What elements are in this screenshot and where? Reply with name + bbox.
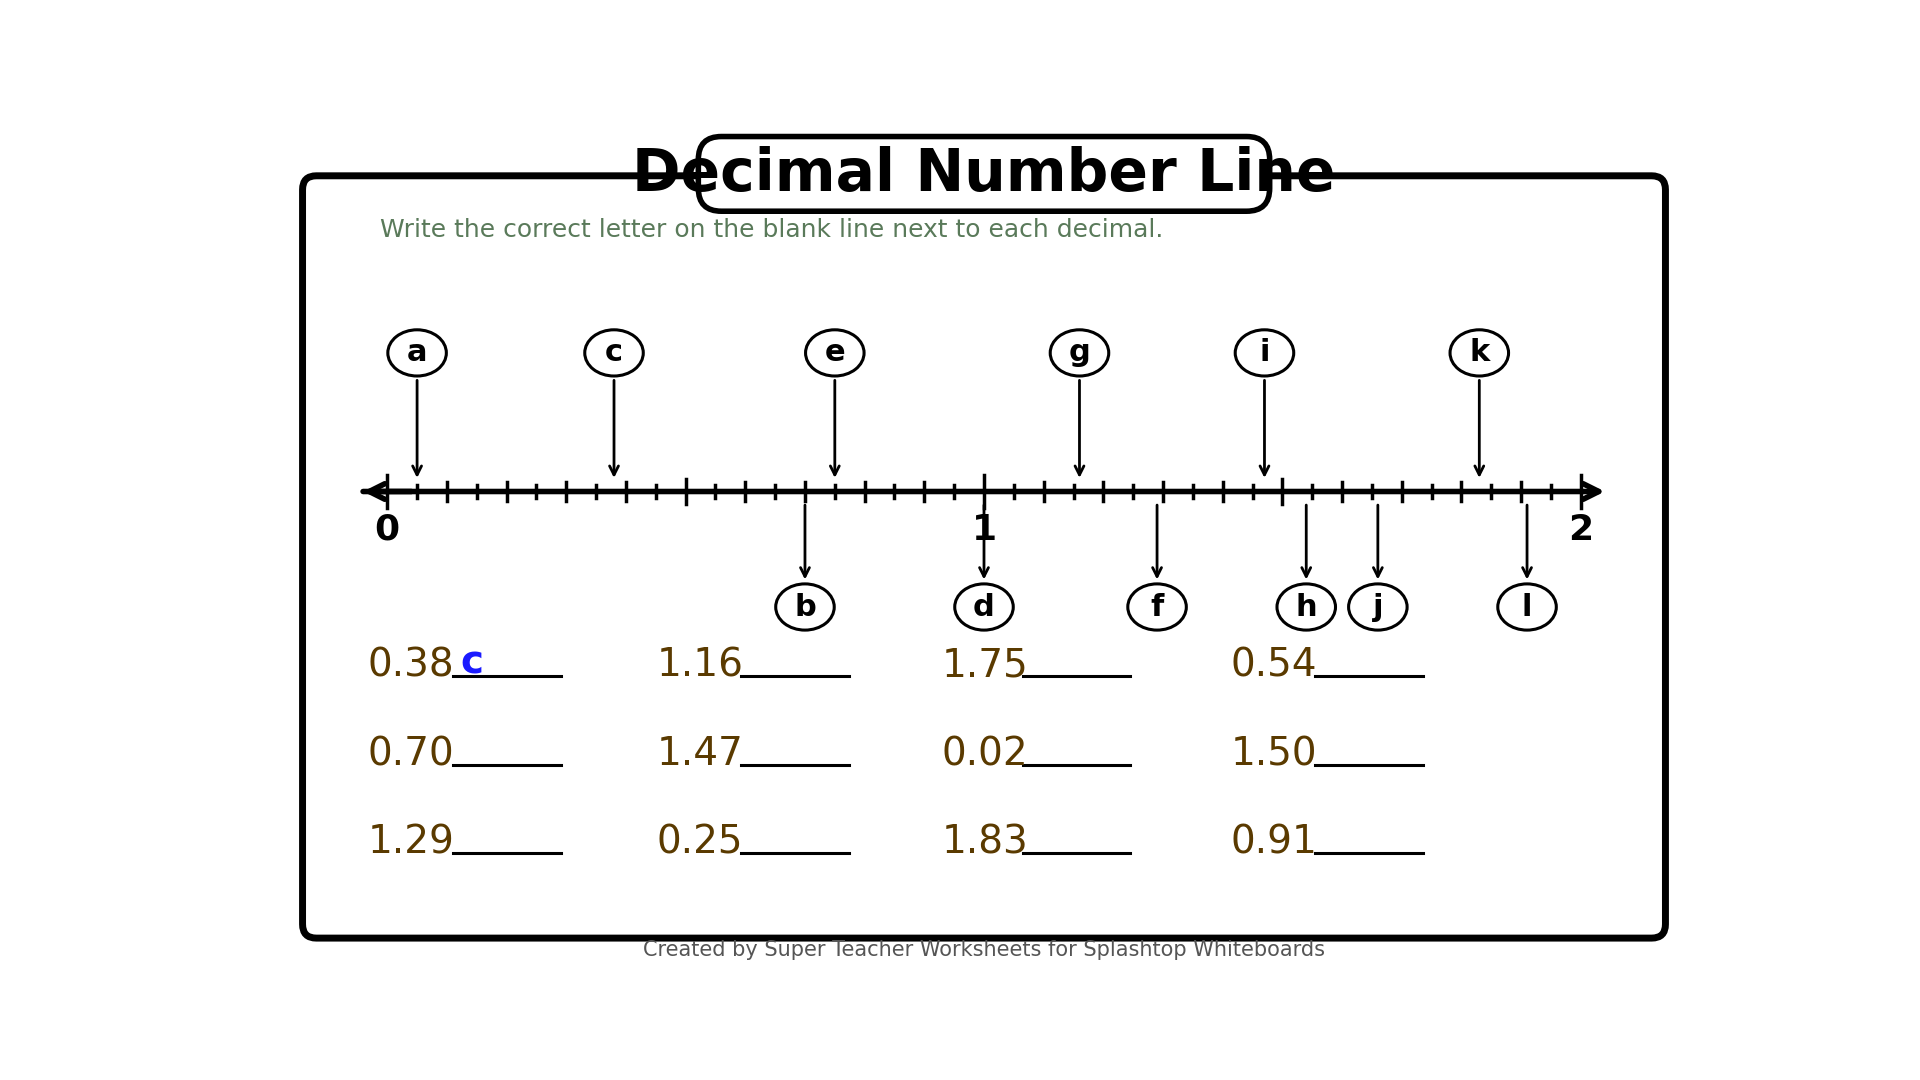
Text: a: a — [407, 338, 428, 367]
Ellipse shape — [776, 584, 833, 630]
Text: 0.02: 0.02 — [941, 735, 1029, 773]
Ellipse shape — [1277, 584, 1336, 630]
FancyBboxPatch shape — [699, 136, 1269, 212]
FancyBboxPatch shape — [303, 176, 1665, 939]
Text: g: g — [1069, 338, 1091, 367]
Text: Write the correct letter on the blank line next to each decimal.: Write the correct letter on the blank li… — [380, 218, 1164, 242]
Text: 1.83: 1.83 — [941, 824, 1029, 862]
Text: 0.25: 0.25 — [657, 824, 743, 862]
Text: f: f — [1150, 593, 1164, 621]
Text: c: c — [461, 644, 484, 681]
Ellipse shape — [806, 329, 864, 376]
Text: d: d — [973, 593, 995, 621]
Ellipse shape — [1050, 329, 1108, 376]
Text: 0: 0 — [374, 513, 399, 546]
Text: 0.54: 0.54 — [1231, 647, 1317, 685]
Text: 1: 1 — [972, 513, 996, 546]
Text: 1.47: 1.47 — [657, 735, 743, 773]
Text: 1.16: 1.16 — [657, 647, 743, 685]
Text: b: b — [795, 593, 816, 621]
Text: 2: 2 — [1569, 513, 1594, 546]
Ellipse shape — [1127, 584, 1187, 630]
Text: h: h — [1296, 593, 1317, 621]
Text: e: e — [824, 338, 845, 367]
Ellipse shape — [586, 329, 643, 376]
Ellipse shape — [1235, 329, 1294, 376]
Text: c: c — [605, 338, 622, 367]
Text: 1.50: 1.50 — [1231, 735, 1317, 773]
Ellipse shape — [1498, 584, 1557, 630]
Text: 1.29: 1.29 — [369, 824, 455, 862]
Text: l: l — [1523, 593, 1532, 621]
Ellipse shape — [388, 329, 445, 376]
Text: 0.91: 0.91 — [1231, 824, 1317, 862]
Text: Decimal Number Line: Decimal Number Line — [632, 146, 1336, 203]
Text: Created by Super Teacher Worksheets for Splashtop Whiteboards: Created by Super Teacher Worksheets for … — [643, 940, 1325, 960]
Text: 0.70: 0.70 — [369, 735, 455, 773]
Text: i: i — [1260, 338, 1269, 367]
Text: j: j — [1373, 593, 1382, 621]
Ellipse shape — [1450, 329, 1509, 376]
Text: 0.38: 0.38 — [369, 647, 455, 685]
Ellipse shape — [954, 584, 1014, 630]
Text: 1.75: 1.75 — [941, 647, 1029, 685]
Ellipse shape — [1348, 584, 1407, 630]
Text: k: k — [1469, 338, 1490, 367]
